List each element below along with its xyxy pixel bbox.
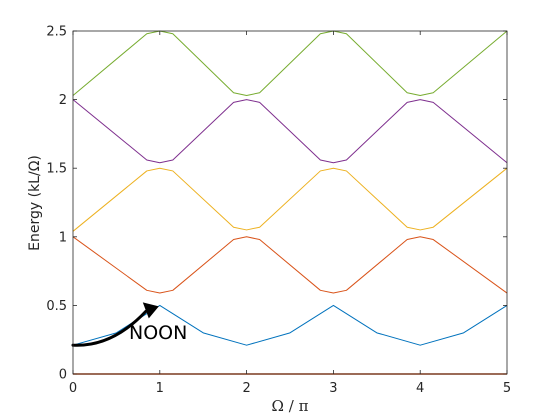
y-ticks: 0 0.5 1 1.5 2 2.5	[46, 25, 507, 383]
x-axis-label: Ω / π	[272, 397, 309, 415]
annotation-label: NOON	[129, 322, 187, 344]
x-tick-label: 5	[503, 381, 511, 396]
x-tick-label: 3	[329, 381, 337, 396]
y-tick-label: 2.5	[46, 25, 67, 40]
plot-frame	[72, 30, 508, 375]
annotation-arrowhead	[142, 302, 159, 319]
plot-background	[73, 31, 507, 374]
x-tick-label: 2	[242, 381, 250, 396]
x-ticks: 0 1 2 3 4 5	[69, 31, 511, 396]
annotation-arrow	[71, 309, 148, 347]
y-axis-label: Energy (kL/Ω)	[27, 155, 43, 251]
series-line-5	[72, 99, 508, 164]
x-tick-label: 4	[416, 381, 424, 396]
annotation-layer: NOON	[71, 302, 187, 347]
y-tick-label: 0	[59, 368, 67, 383]
x-tick-label: 1	[156, 381, 164, 396]
series-line-3	[72, 236, 508, 294]
series-line-2	[72, 304, 508, 346]
series-line-4	[72, 167, 508, 232]
y-tick-label: 1	[59, 230, 67, 245]
y-tick-label: 2	[59, 93, 67, 108]
x-tick-label: 0	[69, 381, 77, 396]
y-tick-label: 1.5	[46, 162, 67, 177]
y-tick-label: 0.5	[46, 299, 67, 314]
series-line-6	[72, 30, 508, 96]
